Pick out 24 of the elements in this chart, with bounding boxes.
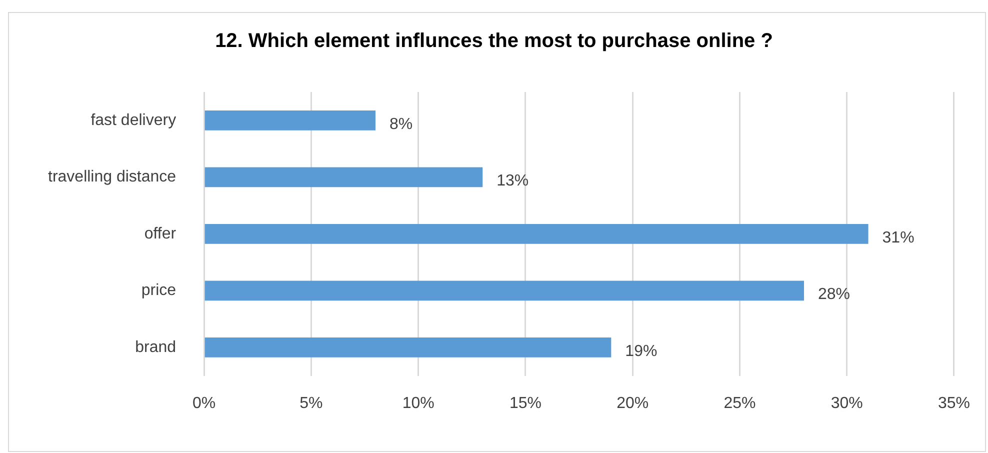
x-tick-label: 10% — [402, 394, 434, 412]
x-tick-label: 30% — [830, 394, 863, 412]
x-tick-label: 15% — [509, 394, 542, 412]
x-tick-label: 20% — [616, 394, 649, 412]
bar — [204, 224, 868, 244]
data-label: 13% — [496, 172, 529, 190]
y-tick-label: price — [141, 282, 176, 300]
x-tick-label: 35% — [938, 394, 970, 412]
x-tick-label: 25% — [724, 394, 756, 412]
y-tick-label: offer — [144, 225, 177, 242]
data-label: 19% — [625, 342, 658, 360]
bar — [204, 167, 483, 188]
bar — [204, 110, 376, 130]
y-tick-label: fast delivery — [90, 112, 176, 129]
bar — [204, 280, 804, 301]
y-tick-label: travelling distance — [48, 168, 176, 186]
x-tick-label: 0% — [192, 394, 216, 412]
bar — [204, 337, 612, 358]
x-tick-label: 5% — [300, 394, 323, 412]
data-label: 31% — [882, 229, 914, 246]
chart-title: 12. Which element influnces the most to purchase online ? — [214, 30, 774, 53]
data-label: 28% — [818, 286, 850, 304]
data-label: 8% — [389, 116, 413, 133]
y-tick-label: brand — [135, 338, 176, 356]
